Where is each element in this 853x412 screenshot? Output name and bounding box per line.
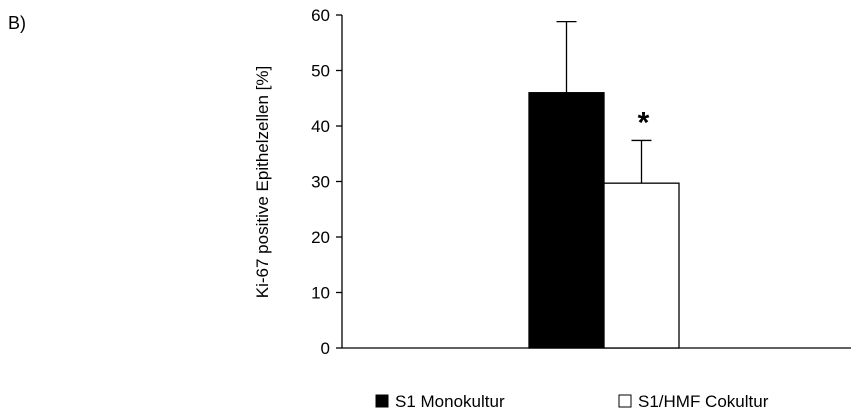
y-tick-label: 40 bbox=[311, 117, 330, 136]
y-tick-label: 30 bbox=[311, 173, 330, 192]
legend-label: S1 Monokultur bbox=[395, 392, 505, 411]
y-tick-label: 50 bbox=[311, 62, 330, 81]
bar bbox=[603, 182, 680, 349]
y-tick-label: 20 bbox=[311, 228, 330, 247]
bar bbox=[528, 92, 605, 349]
bars: * bbox=[528, 21, 680, 349]
significance-marker: * bbox=[638, 106, 650, 139]
legend-swatch bbox=[375, 394, 389, 408]
y-axis: 0 10 20 30 40 50 60 bbox=[311, 6, 343, 358]
y-axis-label: Ki-67 positive Epithelzellen [%] bbox=[253, 66, 272, 298]
y-tick-label: 10 bbox=[311, 284, 330, 303]
y-tick-label: 0 bbox=[321, 339, 330, 358]
legend-label: S1/HMF Cokultur bbox=[638, 392, 769, 411]
y-tick-label: 60 bbox=[311, 6, 330, 25]
panel-label: B) bbox=[8, 13, 26, 33]
legend: S1 Monokultur S1/HMF Cokultur bbox=[375, 392, 769, 411]
legend-swatch bbox=[618, 394, 632, 408]
